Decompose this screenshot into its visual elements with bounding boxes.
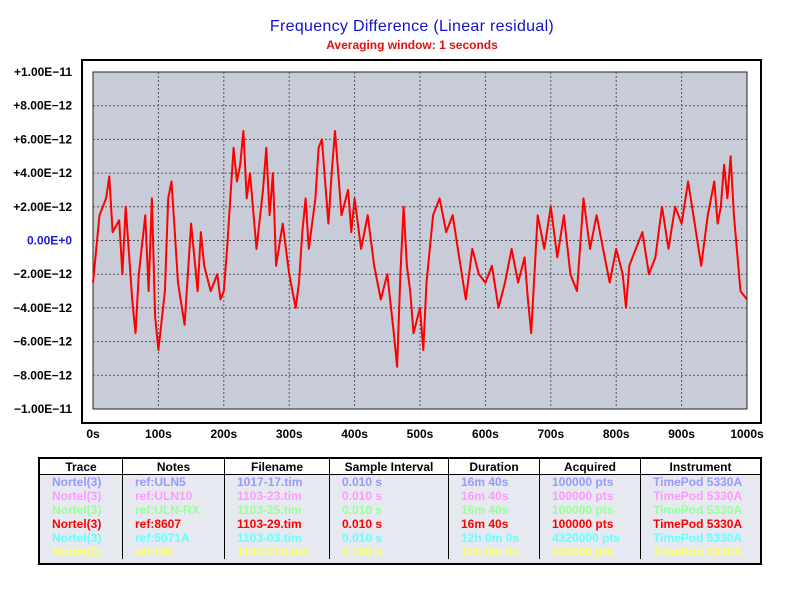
legend-cell-sample-interval: 0.100 s [329,545,449,559]
x-axis-ticks: 0s 100s 200s 300s 400s 500s 600s 700s 800s 900s 10… [86,427,764,441]
grid-lines [93,72,747,409]
legend-row: Nortel(3) ref:5071A 1103-03.tim 0.010 s 12h … [40,531,760,545]
y-tick-label: −6.00E−12 [13,335,72,349]
x-tick-label: 600s [472,427,499,441]
legend-cell-acquired: 100000 pts [539,489,641,503]
legend-cell-notes: ref:ULN10 [122,489,225,503]
legend-cell-acquired: 100000 pts [539,517,641,531]
x-tick-label: 400s [341,427,368,441]
legend-cell-acquired: 4320000 pts [539,531,641,545]
legend-cell-trace: Nortel(3) [40,545,123,559]
legend-cell-acquired: 100000 pts [539,503,641,517]
header-trace: Trace [40,459,123,475]
legend-cell-notes: ref:5071A [122,531,225,545]
y-tick-label: −1.00E−11 [14,402,72,416]
legend-cell-acquired: 100000 pts [539,474,641,489]
legend-cell-duration: 12h 0m 0s [448,531,540,545]
legend-cell-duration: 16m 40s [448,474,540,489]
chart-subtitle: Averaging window: 1 seconds [326,38,498,52]
x-tick-label: 700s [537,427,564,441]
legend-cell-sample-interval: 0.010 s [329,474,449,489]
x-tick-label: 900s [668,427,695,441]
chart-title: Frequency Difference (Linear residual) [269,18,555,35]
legend-cell-instrument: TimePod 5330A [653,489,743,503]
legend-cell-notes: ref:HM [122,545,225,559]
x-tick-label: 100s [145,427,172,441]
legend-cell-notes: ref:ULN-RX [122,503,225,517]
legend-cell-sample-interval: 0.010 s [329,503,449,517]
x-tick-label: 1000s [730,427,764,441]
legend-cell-filename: 1103-23.tim [224,489,330,503]
y-tick-label: +2.00E−12 [13,200,72,214]
legend-cell-instrument: TimePod 5330A [653,545,743,559]
legend-cell-filename: 1103-25.tim [224,503,330,517]
header-instrument: Instrument [640,459,760,475]
y-tick-label: −2.00E−12 [13,267,72,281]
x-tick-label: 500s [407,427,434,441]
y-tick-label: +1.00E−11 [14,65,72,79]
legend-cell-instrument: TimePod 5330A [653,475,743,489]
y-tick-label: +8.00E−12 [13,99,72,113]
y-axis-ticks: +1.00E−11 +8.00E−12 +6.00E−12 +4.00E−12 +2.0… [13,65,72,416]
legend-row: Nortel(3) ref:HM 1103-27d.tim 0.100 s 12h 0m… [40,545,760,559]
x-tick-label: 800s [603,427,630,441]
header-acquired: Acquired [539,459,641,475]
legend-cell-filename: 1103-29.tim [224,517,330,531]
legend-cell-acquired: 432000 pts [539,545,641,559]
x-tick-label: 0s [86,427,100,441]
legend-cell-duration: 12h 0m 0s [448,545,540,559]
legend-cell-filename: 1017-17.tim [224,474,330,489]
legend-cell-trace: Nortel(3) [40,474,123,489]
legend-row: Nortel(3) ref:ULN-RX 1103-25.tim 0.010 s 16m… [40,503,760,517]
legend-cell-instrument: TimePod 5330A [653,531,743,545]
header-duration: Duration [448,459,540,475]
legend-row: Nortel(3) ref:8607 1103-29.tim 0.010 s 16m 4… [40,517,760,531]
legend-cell-duration: 16m 40s [448,489,540,503]
y-tick-label: +6.00E−12 [13,132,72,146]
legend-cell-instrument: TimePod 5330A [653,517,743,531]
series-line-0 [92,130,748,368]
y-tick-label: +4.00E−12 [13,166,72,180]
header-sample-interval: Sample Interval [329,459,449,475]
legend-cell-trace: Nortel(3) [40,531,123,545]
legend-cell-trace: Nortel(3) [40,517,123,531]
legend-cell-sample-interval: 0.010 s [329,489,449,503]
legend-cell-filename: 1103-27d.tim [224,545,330,559]
legend-cell-notes: ref:ULN5 [122,474,225,489]
frequency-difference-chart: +1.00E−11 +8.00E−12 +6.00E−12 +4.00E−12 +2.0… [13,59,764,441]
header-filename: Filename [224,459,330,475]
series-layer [92,130,748,368]
legend-cell-duration: 16m 40s [448,503,540,517]
legend-row: Nortel(3) ref:ULN5 1017-17.tim 0.010 s 16m 4… [40,474,760,489]
y-tick-label: 0.00E+0 [27,234,72,248]
legend-cell-filename: 1103-03.tim [224,531,330,545]
legend-row: Nortel(3) ref:ULN10 1103-23.tim 0.010 s 16m … [40,489,760,503]
y-tick-label: −4.00E−12 [13,301,72,315]
legend-cell-duration: 16m 40s [448,517,540,531]
legend-cell-instrument: TimePod 5330A [653,503,743,517]
legend-cell-sample-interval: 0.010 s [329,517,449,531]
legend-cell-notes: ref:8607 [122,517,225,531]
x-tick-label: 300s [276,427,303,441]
trace-legend-table: Trace Notes Filename Sample Interval Dur… [38,457,762,565]
header-notes: Notes [122,459,225,475]
legend-cell-trace: Nortel(3) [40,503,123,517]
legend-cell-sample-interval: 0.010 s [329,531,449,545]
y-tick-label: −8.00E−12 [13,368,72,382]
x-tick-label: 200s [210,427,237,441]
legend-cell-trace: Nortel(3) [40,489,123,503]
